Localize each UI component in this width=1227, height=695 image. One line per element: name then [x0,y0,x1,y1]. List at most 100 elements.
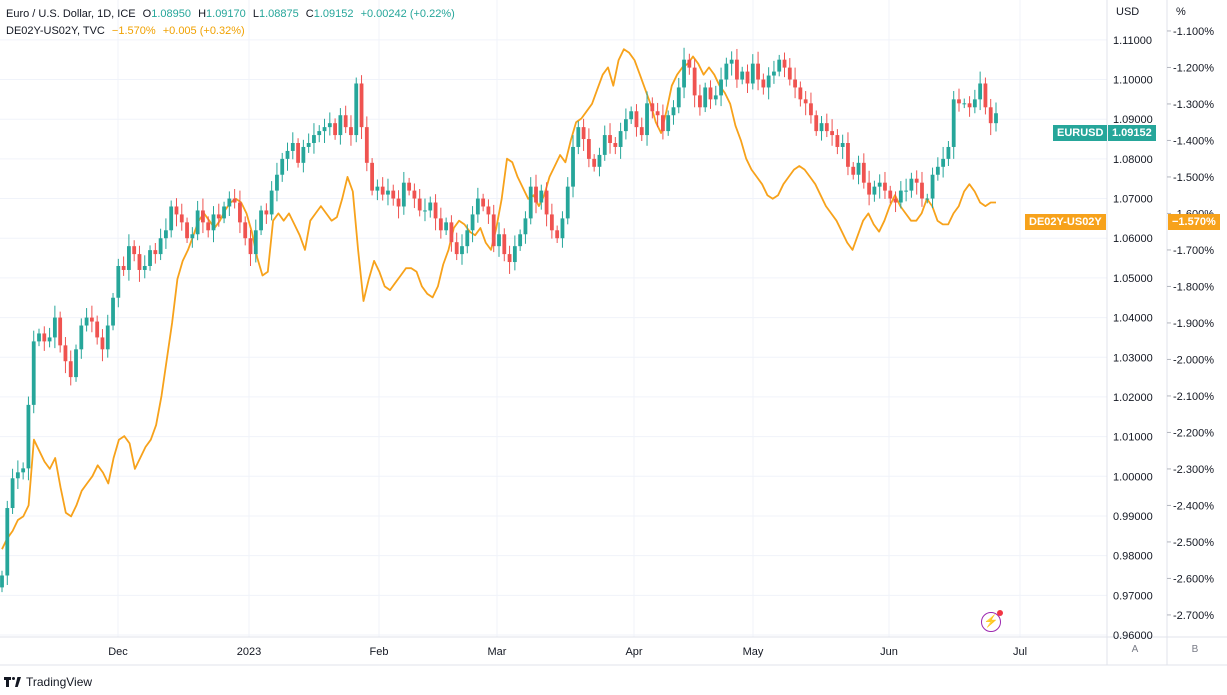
candle-body [740,71,745,80]
candle-body [222,206,226,219]
log-scale-button[interactable]: B [1191,644,1199,655]
candle-body [761,79,766,88]
candle-body [201,210,205,223]
percent-tick-label: -2.100% [1173,391,1214,403]
candle-body [983,83,988,108]
overlay-legend[interactable]: DE02Y-US02Y, TVC −1.570% +0.005 (+0.32%) [6,25,249,37]
price-tick-label: 1.04000 [1113,313,1153,325]
price-tick-label: 1.00000 [1113,471,1153,483]
candle-body [507,254,512,263]
price-tick-label: 0.96000 [1113,630,1153,642]
candle-body [502,234,507,255]
candle-body [285,150,290,159]
candle-body [370,162,375,191]
price-tick-label: 1.09000 [1113,114,1153,126]
main-legend[interactable]: Euro / U.S. Dollar, 1D, ICE O1.08950 H1.… [6,8,459,20]
candle-layer [0,47,998,593]
candle-body [132,246,137,255]
time-tick-label: Apr [625,646,642,658]
candle-body [629,111,634,120]
candle-body [306,143,311,147]
low-value: 1.08875 [258,8,299,20]
candle-body [238,202,242,223]
candle-body [560,218,565,239]
candle-body [988,107,993,124]
percent-tick-label: -2.300% [1173,464,1214,476]
price-axis-unit: USD [1116,6,1140,18]
candle-body [349,127,353,136]
candle-body [856,162,861,175]
overlay-symbol[interactable]: DE02Y-US02Y, TVC [6,25,105,37]
auto-scale-button[interactable]: A [1131,644,1139,655]
percent-tick-label: -2.600% [1173,573,1214,585]
candle-body [946,146,951,159]
time-tick-label: Mar [488,646,507,658]
candle-body [354,83,359,136]
candle-body [148,250,152,266]
percent-tick-label: -2.700% [1173,610,1214,622]
candle-body [914,178,919,183]
candle-body [169,206,174,231]
close-value: 1.09152 [313,8,354,20]
candle-body [364,127,369,163]
candle-body [105,325,110,350]
candle-body [481,198,486,207]
time-tick-label: Jun [880,646,898,658]
tradingview-logo[interactable]: TradingView [4,675,92,689]
candle-body [597,154,602,167]
high-label: H [198,8,207,20]
candle-body [475,198,480,215]
candle-body [100,337,105,350]
candle-body [433,202,438,219]
candle-body [179,214,184,223]
price-tick-label: 1.11000 [1113,35,1152,47]
right-tick-layer: -1.100%-1.200%-1.300%-1.400%-1.500%-1.60… [1167,26,1214,622]
candle-body [84,317,89,326]
candle-body [327,123,332,128]
candle-body [581,127,586,140]
candle-body [756,63,760,80]
candle-body [539,190,544,203]
candle-body [893,198,898,203]
lightning-icon[interactable]: ⚡ [981,610,1003,632]
candle-body [729,59,734,64]
candle-body [322,127,327,132]
candle-body [972,99,977,108]
candle-body [47,337,52,342]
candle-body [89,317,94,322]
candle-body [909,178,914,191]
price-tick-label: 1.05000 [1113,273,1153,285]
candle-body [42,333,47,342]
candle-body [359,83,364,128]
percent-tick-label: -1.500% [1173,172,1214,184]
candle-body [26,404,31,469]
candle-body [15,472,20,479]
main-symbol[interactable]: Euro / U.S. Dollar, 1D, ICE [6,8,136,20]
candle-body [211,214,216,231]
candle-body [719,79,723,96]
candle-body [708,87,713,100]
candle-body [454,242,459,255]
candle-body [195,210,200,235]
percent-tick-label: -2.500% [1173,537,1214,549]
main-price-tag: 1.09152 [1108,125,1156,141]
candle-body [608,135,612,143]
candle-body [904,190,909,192]
candle-body [687,59,692,68]
candle-body [185,222,189,239]
left-tick-layer: 1.11000 1.10000 1.09000 1.08000 1.07000 1.060… [1113,35,1153,642]
candle-body [745,71,750,84]
candle-body [994,113,998,124]
candle-body [391,190,396,199]
candle-body [412,190,417,199]
candle-body [586,139,591,159]
candle-body [111,297,115,326]
candle-body [814,115,819,132]
candle-body [37,333,41,342]
candle-body [248,238,253,255]
candle-body [713,95,718,100]
candle-body [544,190,549,215]
candle-body [259,210,263,231]
